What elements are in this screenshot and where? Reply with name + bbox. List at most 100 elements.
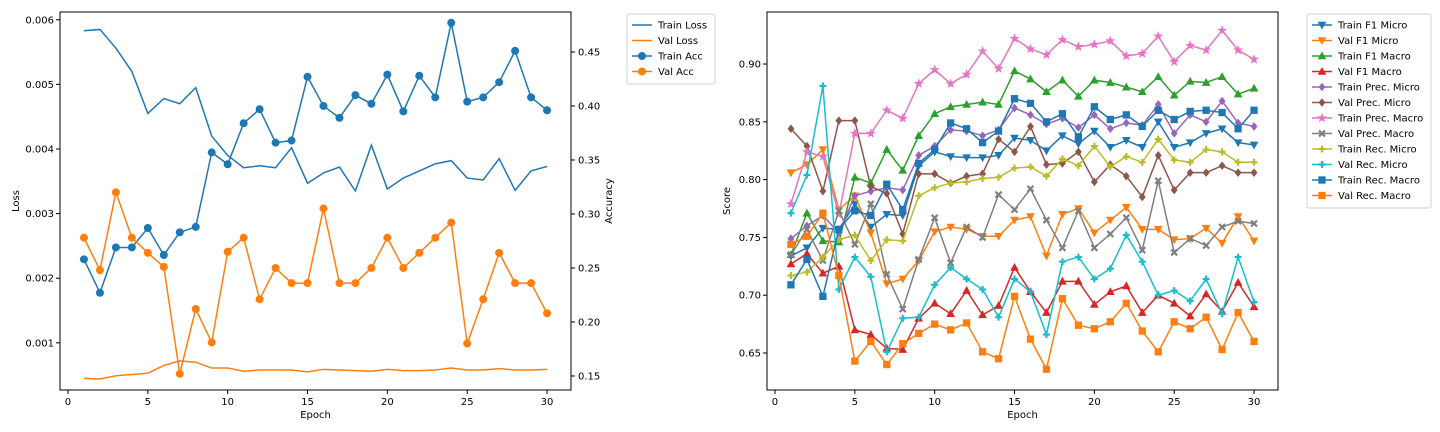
- data-point: [947, 125, 955, 135]
- data-point: [803, 268, 811, 276]
- legend-marker: [1318, 161, 1326, 168]
- data-point: [1074, 162, 1082, 170]
- data-point: [946, 102, 955, 111]
- data-point: [898, 305, 907, 313]
- data-point: [898, 345, 908, 353]
- legend-label: Val F1 Macro: [1338, 67, 1402, 78]
- data-point: [946, 223, 955, 232]
- data-point: [95, 288, 104, 297]
- legend-item-train-acc: Train Acc: [632, 52, 703, 63]
- data-point: [1122, 118, 1130, 128]
- data-point: [1058, 258, 1066, 266]
- legend-item-val-rec-micro: Val Rec. Micro: [1312, 160, 1408, 171]
- data-point: [1250, 298, 1258, 306]
- data-point: [803, 232, 811, 240]
- data-point: [785, 198, 797, 209]
- y-tick-label: 0.90: [739, 60, 761, 71]
- y2-tick-label: 0.30: [578, 209, 600, 220]
- data-point: [79, 233, 88, 242]
- legend-label: Val Acc: [658, 67, 694, 78]
- x-tick-label: 25: [1168, 397, 1181, 408]
- data-point: [898, 275, 908, 284]
- data-point: [867, 273, 875, 281]
- data-point: [1089, 39, 1100, 49]
- legend-label: Train Prec. Micro: [1337, 83, 1420, 94]
- y-tick-label: 0.006: [25, 15, 54, 26]
- data-point: [1154, 135, 1162, 143]
- data-point: [946, 309, 955, 318]
- left-x-axis-label: Epoch: [300, 410, 331, 421]
- data-point: [1090, 75, 1099, 84]
- y2-tick-label: 0.35: [578, 155, 600, 166]
- data-point: [1042, 365, 1051, 373]
- data-point: [1234, 308, 1242, 317]
- data-point: [803, 171, 811, 179]
- data-point: [255, 295, 264, 304]
- data-point: [929, 64, 940, 75]
- data-point: [866, 229, 876, 238]
- data-point: [851, 240, 859, 249]
- legend-item-val-acc: Val Acc: [632, 67, 694, 78]
- data-point: [978, 348, 987, 356]
- data-point: [1122, 231, 1130, 239]
- data-point: [1186, 234, 1194, 243]
- data-point: [1234, 168, 1242, 177]
- data-point: [1170, 156, 1178, 164]
- series-train-prec-macro: [785, 25, 1260, 219]
- data-point: [1105, 287, 1115, 296]
- y-tick-label: 0.002: [25, 274, 54, 285]
- data-point: [1074, 276, 1083, 285]
- data-point: [818, 268, 828, 277]
- data-point: [1233, 139, 1243, 148]
- data-point: [883, 360, 891, 369]
- data-point: [1249, 302, 1259, 311]
- data-point: [883, 236, 891, 244]
- data-point: [994, 152, 1003, 160]
- data-point: [1106, 115, 1114, 124]
- data-point: [1250, 168, 1258, 177]
- legend-item-train-rec-macro: Train Rec. Macro: [1312, 176, 1420, 187]
- data-point: [993, 63, 1004, 73]
- data-point: [915, 151, 923, 160]
- legend-marker: [1318, 82, 1326, 92]
- y2-tick-label: 0.40: [578, 101, 600, 112]
- data-point: [1026, 185, 1035, 193]
- data-point: [835, 116, 843, 125]
- data-point: [1218, 310, 1226, 318]
- data-point: [819, 186, 827, 196]
- data-point: [111, 188, 120, 197]
- data-point: [239, 119, 248, 128]
- data-point: [1234, 253, 1242, 261]
- x-tick-label: 0: [65, 397, 71, 408]
- data-point: [223, 160, 232, 169]
- data-point: [1042, 87, 1051, 96]
- data-point: [303, 279, 312, 288]
- legend-marker: [1317, 66, 1327, 75]
- data-point: [1042, 147, 1051, 156]
- legend-marker: [1318, 176, 1326, 184]
- data-point: [1218, 148, 1226, 156]
- right-x-axis-label: Epoch: [1007, 410, 1038, 421]
- data-point: [1137, 143, 1147, 152]
- data-point: [399, 107, 408, 116]
- data-point: [1011, 103, 1018, 113]
- data-point: [883, 189, 891, 198]
- data-point: [865, 128, 876, 138]
- right-plot-area: [766, 11, 1279, 391]
- legend-item-val-rec-macro: Val Rec. Macro: [1312, 191, 1411, 202]
- data-point: [495, 248, 504, 257]
- data-point: [1090, 127, 1099, 136]
- data-point: [994, 190, 1003, 199]
- data-point: [1042, 216, 1051, 224]
- data-point: [1026, 137, 1035, 145]
- legend-item-train-loss: Train Loss: [632, 21, 707, 32]
- data-point: [994, 232, 1003, 241]
- right-legend: Train F1 Micro Val F1 Micro Train F1 Macro…: [1306, 13, 1432, 209]
- data-point: [881, 104, 892, 115]
- series-line-train-loss: [83, 28, 548, 193]
- data-point: [1233, 213, 1243, 222]
- series-line-val-loss: [83, 360, 548, 380]
- data-point: [1153, 226, 1163, 234]
- data-point: [1042, 172, 1050, 180]
- data-point: [463, 97, 472, 106]
